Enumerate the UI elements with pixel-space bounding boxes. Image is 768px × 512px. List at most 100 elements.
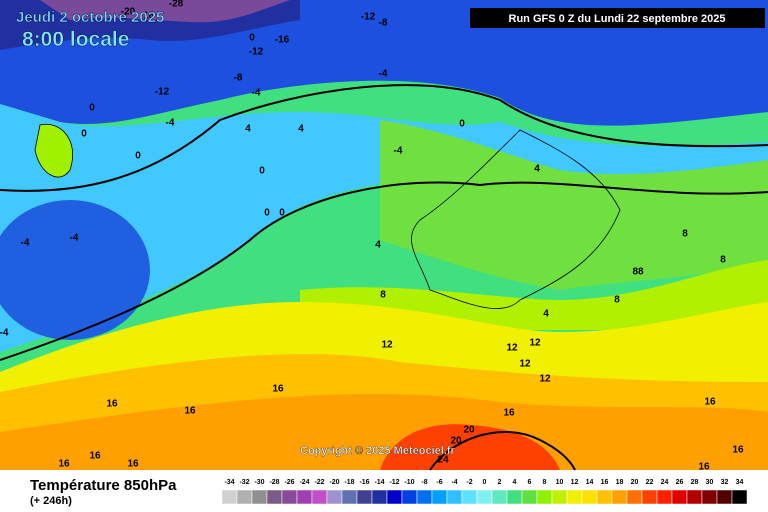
colorbar-swatch (236, 489, 253, 505)
colorbar-label: 34 (736, 479, 744, 486)
contour-label: -4 (0, 328, 9, 339)
contour-label: 0 (259, 166, 265, 177)
colorbar-label: 18 (616, 479, 624, 486)
colorbar-swatch (536, 489, 553, 505)
contour-label: -4 (21, 238, 30, 249)
contour-label: 16 (89, 451, 101, 462)
contour-label: 16 (184, 406, 196, 417)
colorbar-swatch (671, 489, 688, 505)
colorbar-swatch (371, 489, 388, 505)
contour-label: -4 (70, 233, 79, 244)
contour-label: 8 (380, 290, 386, 301)
time: 8:00 locale (22, 28, 129, 51)
colorbar-swatch (686, 489, 703, 505)
colorbar-label: 6 (528, 479, 532, 486)
colorbar-swatch (626, 489, 643, 505)
colorbar-swatch (476, 489, 493, 505)
colorbar-label: 16 (601, 479, 609, 486)
contour-label: -20 (121, 7, 136, 18)
colorbar-label: -22 (314, 479, 324, 486)
contour-label: 16 (272, 384, 284, 395)
contour-label: 0 (135, 151, 141, 162)
colorbar-label: -2 (466, 479, 472, 486)
colorbar-label: -24 (299, 479, 309, 486)
copyright: Copyright © 2025 Meteociel.fr (300, 445, 456, 457)
contour-label: -12 (249, 47, 264, 58)
contour-label: 0 (81, 129, 87, 140)
contour-labels: -20 -16-28-12-80 -16-12-8 -4-12 -40-44 4 000 -4… (0, 0, 744, 473)
colorbar-swatch (221, 489, 238, 505)
colorbar-label: 4 (513, 479, 517, 486)
colorbar-swatch (701, 489, 718, 505)
contour-label: 4 (375, 240, 381, 251)
contour-label: 12 (519, 359, 531, 370)
colorbar-label: -28 (269, 479, 279, 486)
contour-label: 0 (89, 103, 95, 114)
contour-label: -12 (155, 87, 170, 98)
contour-label: 16 (127, 459, 139, 470)
contour-label: -4 (394, 146, 403, 157)
colorbar-label: -16 (359, 479, 369, 486)
colorbar-label: 24 (661, 479, 669, 486)
colorbar-label: 10 (556, 479, 564, 486)
run-box (470, 8, 765, 28)
colorbar-swatch (596, 489, 613, 505)
contour-label: 4 (298, 124, 304, 135)
colorbar-swatch (251, 489, 268, 505)
colorbar-label: 8 (543, 479, 547, 486)
contour-label: 16 (698, 462, 710, 473)
colorbar-label: -32 (239, 479, 249, 486)
colorbar-swatch (431, 489, 448, 505)
contour-label: 8 (720, 255, 726, 266)
contour-label: 0 (279, 208, 285, 219)
colorbar-label: -20 (329, 479, 339, 486)
contour-label: 12 (381, 340, 393, 351)
colorbar-label: 0 (483, 479, 487, 486)
contour-label: -4 (166, 118, 175, 129)
footer-title: Température 850hPa (30, 477, 177, 494)
contour-label: 4 (543, 309, 549, 320)
colorbar-swatch (446, 489, 463, 505)
colorbar-swatch (551, 489, 568, 505)
colorbar-label: -10 (404, 479, 414, 486)
colorbar-label: -30 (254, 479, 264, 486)
colorbar-label: 26 (676, 479, 684, 486)
colorbar-swatch (356, 489, 373, 505)
contour-label: 20 (450, 436, 462, 447)
colorbar-label: 2 (498, 479, 502, 486)
colorbar-swatch (296, 489, 313, 505)
contour-label: 20 (463, 425, 475, 436)
colorbar-label: 20 (631, 479, 639, 486)
contour-label: -12 (361, 12, 376, 23)
date: Jeudi 2 octobre 2025 (16, 9, 164, 26)
colorbar-swatch (656, 489, 673, 505)
contour-label: -16 (140, 11, 155, 22)
colorbar-swatch (266, 489, 283, 505)
colorbar-swatch (281, 489, 298, 505)
colorbar-swatch (461, 489, 478, 505)
contour-label: -8 (234, 73, 243, 84)
contour-label: -4 (252, 88, 261, 99)
contour-label: 16 (106, 399, 118, 410)
map-background (0, 0, 768, 471)
contour-label: 16 (732, 445, 744, 456)
contour-label: 16 (704, 397, 716, 408)
colorbar-label: 14 (586, 479, 594, 486)
contour-label: 12 (539, 374, 551, 385)
contour-label: 88 (632, 267, 644, 278)
colorbar-swatch (341, 489, 358, 505)
colorbar: -34 -32 -30 -28 -26 -24 -22 -20 -18 -16 -14 -12 -10-… (221, 479, 748, 505)
contour-label: 16 (58, 459, 70, 470)
contour-label: 0 (264, 208, 270, 219)
colorbar-swatch (716, 489, 733, 505)
colorbar-swatch (491, 489, 508, 505)
contour-label: -16 (275, 35, 290, 46)
colorbar-swatch (416, 489, 433, 505)
contour-label: 4 (245, 124, 251, 135)
contour-label: 16 (503, 408, 515, 419)
colorbar-swatch (326, 489, 343, 505)
colorbar-label: -14 (374, 479, 384, 486)
colorbar-swatch (641, 489, 658, 505)
contour-label: 12 (529, 338, 541, 349)
contour-label: 8 (682, 229, 688, 240)
